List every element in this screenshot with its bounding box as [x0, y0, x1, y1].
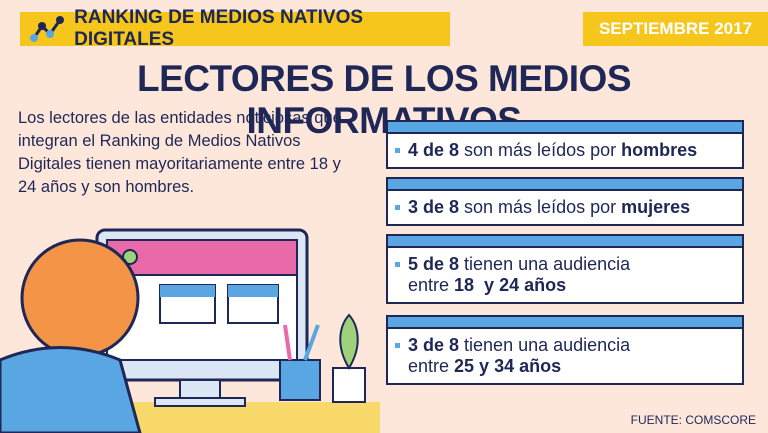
- fact-text: tienen una audiencia: [459, 254, 631, 274]
- fact-line: 4 de 8 son más leídos por hombres: [388, 140, 742, 161]
- bullet: [395, 262, 400, 267]
- intro-text: Los lectores de las entidades noticiosas…: [18, 109, 342, 196]
- fact-text: tienen una audiencia: [459, 335, 631, 355]
- fact-text: mujeres: [621, 197, 691, 217]
- fact-text: 4 de 8: [408, 140, 460, 160]
- illustration: [0, 228, 380, 433]
- fact-text: 25 y 34 años: [454, 356, 562, 376]
- fact-text: entre: [408, 275, 455, 295]
- fact-strip: [388, 122, 742, 134]
- fact-text: 3 de 8: [408, 197, 460, 217]
- fact-text: 5 de 8: [408, 254, 460, 274]
- fact-line: 3 de 8 son más leídos por mujeres: [388, 197, 742, 218]
- source-note: FUENTE: COMSCORE: [630, 413, 756, 427]
- bullet: [395, 205, 400, 210]
- fact-box: 5 de 8 tienen una audiencia entre 18 y 24…: [386, 234, 744, 304]
- fact-text: 18 y 24 años: [454, 275, 567, 295]
- fact-box: 3 de 8 tienen una audiencia entre 25 y 34…: [386, 315, 744, 385]
- header-date: SEPTIEMBRE 2017: [583, 12, 768, 46]
- fact-box: 4 de 8 son más leídos por hombres: [386, 120, 744, 169]
- fact-text: entre: [408, 356, 455, 376]
- bullet: [395, 343, 400, 348]
- fact-text: 3 de 8: [408, 335, 460, 355]
- header-bar: RANKING DE MEDIOS NATIVOS DIGITALES: [20, 7, 450, 50]
- fact-line: entre 25 y 34 años: [388, 356, 742, 377]
- fact-line: 3 de 8 tienen una audiencia: [388, 335, 742, 356]
- fact-strip: [388, 179, 742, 191]
- fact-strip: [388, 317, 742, 329]
- bullet: [395, 148, 400, 153]
- fact-text: son más leídos por: [459, 140, 622, 160]
- fact-strip: [388, 236, 742, 248]
- fact-text: son más leídos por: [459, 197, 622, 217]
- header-title: RANKING DE MEDIOS NATIVOS DIGITALES: [74, 7, 364, 50]
- fact-box: 3 de 8 son más leídos por mujeres: [386, 177, 744, 226]
- logo-icon: [30, 16, 64, 42]
- fact-text: hombres: [621, 140, 698, 160]
- fact-line: 5 de 8 tienen una audiencia: [388, 254, 742, 275]
- fact-line: entre 18 y 24 años: [388, 275, 742, 296]
